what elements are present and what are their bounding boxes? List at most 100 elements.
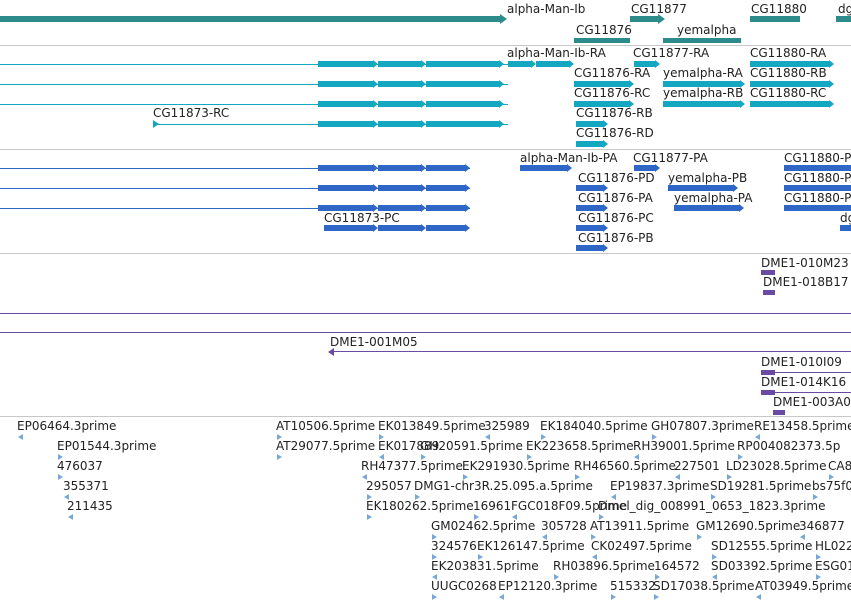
protein-segment[interactable]: [576, 245, 604, 251]
est-feature-icon[interactable]: [755, 434, 760, 440]
transcript-exon[interactable]: [536, 61, 570, 67]
est-feature-icon[interactable]: [485, 434, 490, 440]
est-feature-icon[interactable]: [712, 574, 717, 580]
transcript-exon[interactable]: [318, 81, 374, 87]
transcript-exon[interactable]: [574, 81, 630, 87]
protein-segment[interactable]: [784, 205, 851, 211]
est-feature-icon[interactable]: [527, 454, 532, 460]
protein-segment[interactable]: [426, 185, 466, 191]
protein-segment[interactable]: [378, 205, 422, 211]
est-feature-icon[interactable]: [432, 594, 437, 600]
est-feature-icon[interactable]: [367, 494, 372, 500]
est-feature-icon[interactable]: [711, 494, 716, 500]
est-feature-icon[interactable]: [432, 534, 437, 540]
est-feature-icon[interactable]: [432, 554, 437, 560]
transcript-exon[interactable]: [378, 81, 422, 87]
protein-segment[interactable]: [668, 185, 734, 191]
est-feature-icon[interactable]: [18, 434, 23, 440]
est-feature-icon[interactable]: [362, 474, 367, 480]
transcript-exon[interactable]: [378, 101, 422, 107]
protein-segment[interactable]: [784, 165, 851, 171]
protein-segment[interactable]: [674, 205, 740, 211]
protein-segment[interactable]: [634, 165, 656, 171]
transcript-exon[interactable]: [750, 61, 830, 67]
est-feature-icon[interactable]: [611, 594, 616, 600]
est-feature-icon[interactable]: [541, 434, 546, 440]
est-feature-icon[interactable]: [542, 534, 547, 540]
transcript-exon[interactable]: [576, 121, 604, 127]
transcript-exon[interactable]: [750, 81, 830, 87]
transcript-exon[interactable]: [576, 141, 604, 147]
protein-segment[interactable]: [784, 185, 851, 191]
est-feature-icon[interactable]: [415, 494, 420, 500]
est-feature-icon[interactable]: [58, 454, 63, 460]
protein-segment[interactable]: [324, 225, 374, 231]
est-feature-icon[interactable]: [575, 474, 580, 480]
gene-cg11880[interactable]: [750, 16, 800, 22]
est-feature-icon[interactable]: [756, 594, 761, 600]
protein-segment[interactable]: [318, 185, 374, 191]
protein-segment[interactable]: [378, 165, 422, 171]
est-feature-icon[interactable]: [277, 454, 282, 460]
est-feature-icon[interactable]: [816, 574, 821, 580]
protein-line[interactable]: [0, 208, 470, 209]
transcript-exon[interactable]: [318, 101, 374, 107]
est-feature-icon[interactable]: [421, 454, 426, 460]
est-feature-icon[interactable]: [727, 474, 732, 480]
probe-feature[interactable]: [761, 370, 775, 375]
est-feature-icon[interactable]: [813, 494, 818, 500]
gene-dg[interactable]: [836, 16, 851, 22]
est-feature-icon[interactable]: [655, 574, 660, 580]
est-feature-icon[interactable]: [592, 554, 597, 560]
est-feature-icon[interactable]: [654, 594, 659, 600]
est-feature-icon[interactable]: [634, 454, 639, 460]
est-feature-icon[interactable]: [68, 514, 73, 520]
protein-segment[interactable]: [840, 225, 851, 231]
est-feature-icon[interactable]: [738, 454, 743, 460]
probe-feature[interactable]: [761, 270, 775, 275]
transcript-exon[interactable]: [426, 81, 500, 87]
transcript-exon[interactable]: [378, 61, 422, 67]
protein-segment[interactable]: [378, 185, 422, 191]
est-feature-icon[interactable]: [379, 434, 384, 440]
protein-segment[interactable]: [378, 225, 422, 231]
est-feature-icon[interactable]: [379, 454, 384, 460]
est-feature-icon[interactable]: [599, 514, 604, 520]
protein-segment[interactable]: [576, 205, 604, 211]
transcript-exon[interactable]: [318, 61, 374, 67]
transcript-exon[interactable]: [750, 101, 830, 107]
transcript-exon[interactable]: [508, 61, 532, 67]
protein-segment[interactable]: [426, 165, 466, 171]
transcript-exon[interactable]: [426, 61, 500, 67]
transcript-exon[interactable]: [318, 121, 374, 127]
protein-line[interactable]: [0, 168, 470, 169]
transcript-exon[interactable]: [663, 101, 741, 107]
gene-yemalpha[interactable]: [663, 38, 741, 43]
est-feature-icon[interactable]: [432, 574, 437, 580]
probe-feature[interactable]: [773, 410, 785, 415]
est-feature-icon[interactable]: [611, 494, 616, 500]
est-feature-icon[interactable]: [499, 594, 504, 600]
protein-segment[interactable]: [520, 165, 568, 171]
protein-segment[interactable]: [426, 205, 466, 211]
protein-segment[interactable]: [318, 205, 374, 211]
est-feature-icon[interactable]: [277, 434, 282, 440]
est-feature-icon[interactable]: [512, 514, 517, 520]
probe-line[interactable]: [0, 332, 851, 333]
transcript-exon[interactable]: [634, 61, 656, 67]
protein-segment[interactable]: [576, 225, 604, 231]
est-feature-icon[interactable]: [675, 474, 680, 480]
est-feature-icon[interactable]: [697, 534, 702, 540]
est-feature-icon[interactable]: [463, 474, 468, 480]
transcript-exon[interactable]: [663, 81, 741, 87]
transcript-line[interactable]: [0, 64, 508, 65]
transcript-exon[interactable]: [426, 121, 500, 127]
probe-line[interactable]: [775, 392, 851, 393]
est-feature-icon[interactable]: [712, 554, 717, 560]
est-feature-icon[interactable]: [554, 574, 559, 580]
probe-line-dme1-001m05[interactable]: [330, 351, 851, 352]
transcript-line[interactable]: [0, 104, 508, 105]
transcript-line[interactable]: [0, 84, 508, 85]
gene-cg11877[interactable]: [630, 16, 658, 22]
protein-line[interactable]: [0, 188, 470, 189]
